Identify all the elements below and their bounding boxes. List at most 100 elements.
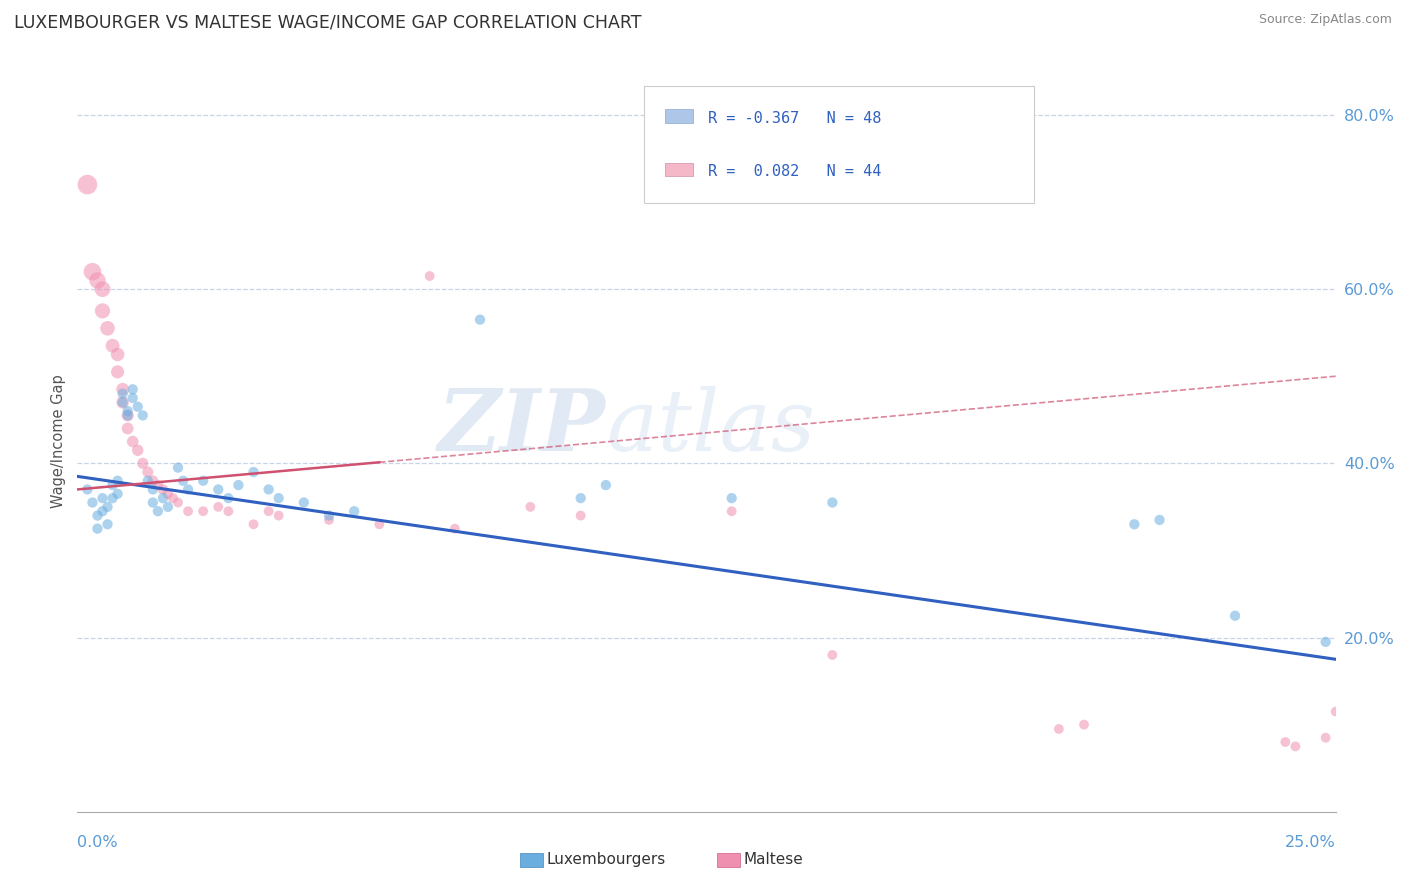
Point [343, 504, 366, 518]
Point [569, 491, 592, 505]
Point [117, 409, 139, 423]
Point [91, 282, 114, 296]
Point [1149, 513, 1171, 527]
Point [1324, 705, 1347, 719]
Point [136, 474, 159, 488]
Point [96, 517, 118, 532]
Point [117, 421, 139, 435]
Text: R =  0.082   N = 44: R = 0.082 N = 44 [707, 164, 882, 178]
Point [76, 483, 98, 497]
Point [111, 386, 134, 401]
Point [117, 409, 139, 423]
Point [101, 478, 124, 492]
Point [292, 495, 315, 509]
Point [91, 304, 114, 318]
Point [111, 382, 134, 396]
Point [821, 495, 844, 509]
Point [368, 517, 391, 532]
Text: LUXEMBOURGER VS MALTESE WAGE/INCOME GAP CORRELATION CHART: LUXEMBOURGER VS MALTESE WAGE/INCOME GAP … [14, 13, 641, 31]
Point [82, 495, 104, 509]
Point [142, 474, 165, 488]
Text: 25.0%: 25.0% [1285, 836, 1336, 850]
Point [217, 504, 239, 518]
Point [1315, 635, 1337, 649]
Point [107, 474, 129, 488]
Point [318, 508, 340, 523]
Point [267, 491, 290, 505]
Point [207, 500, 229, 514]
Point [101, 491, 124, 505]
Point [207, 483, 229, 497]
Point [519, 500, 541, 514]
Point [76, 178, 98, 192]
Point [267, 508, 290, 523]
Text: Luxembourgers: Luxembourgers [547, 853, 666, 867]
Point [127, 443, 149, 458]
Point [132, 456, 155, 470]
Point [1284, 739, 1306, 754]
Point [720, 491, 742, 505]
Point [257, 483, 280, 497]
Point [86, 522, 108, 536]
Point [444, 522, 467, 536]
Point [101, 339, 124, 353]
Point [318, 513, 340, 527]
Bar [665, 162, 693, 177]
Point [228, 478, 250, 492]
Point [1223, 608, 1246, 623]
Point [96, 500, 118, 514]
Point [419, 268, 441, 283]
Point [127, 400, 149, 414]
Point [162, 491, 184, 505]
Point [242, 465, 264, 479]
Point [111, 395, 134, 409]
Point [1123, 517, 1146, 532]
Point [191, 504, 215, 518]
Point [217, 491, 239, 505]
Point [1047, 722, 1070, 736]
Bar [665, 110, 693, 123]
Point [242, 517, 264, 532]
Text: ZIP: ZIP [439, 385, 606, 468]
Point [172, 474, 194, 488]
Point [152, 491, 174, 505]
Point [177, 504, 200, 518]
Point [821, 648, 844, 662]
Point [107, 347, 129, 361]
Point [167, 495, 190, 509]
Point [146, 504, 169, 518]
Point [720, 504, 742, 518]
Point [121, 382, 143, 396]
Y-axis label: Wage/Income Gap: Wage/Income Gap [51, 375, 66, 508]
Point [595, 478, 617, 492]
Point [107, 365, 129, 379]
Point [1274, 735, 1296, 749]
Point [257, 504, 280, 518]
Point [468, 312, 491, 326]
Point [82, 265, 104, 279]
Point [152, 483, 174, 497]
Point [91, 491, 114, 505]
Point [142, 483, 165, 497]
Text: R = -0.367   N = 48: R = -0.367 N = 48 [707, 111, 882, 126]
Point [156, 500, 179, 514]
Point [167, 460, 190, 475]
Point [121, 434, 143, 449]
FancyBboxPatch shape [644, 87, 1033, 203]
Point [156, 487, 179, 501]
Point [132, 409, 155, 423]
Point [1073, 717, 1095, 731]
Text: 0.0%: 0.0% [77, 836, 118, 850]
Point [146, 478, 169, 492]
Point [142, 495, 165, 509]
Point [96, 321, 118, 335]
Point [86, 273, 108, 287]
Point [117, 404, 139, 418]
Point [177, 483, 200, 497]
Point [191, 474, 215, 488]
Point [136, 465, 159, 479]
Point [91, 504, 114, 518]
Point [107, 487, 129, 501]
Text: atlas: atlas [606, 385, 815, 468]
Point [1315, 731, 1337, 745]
